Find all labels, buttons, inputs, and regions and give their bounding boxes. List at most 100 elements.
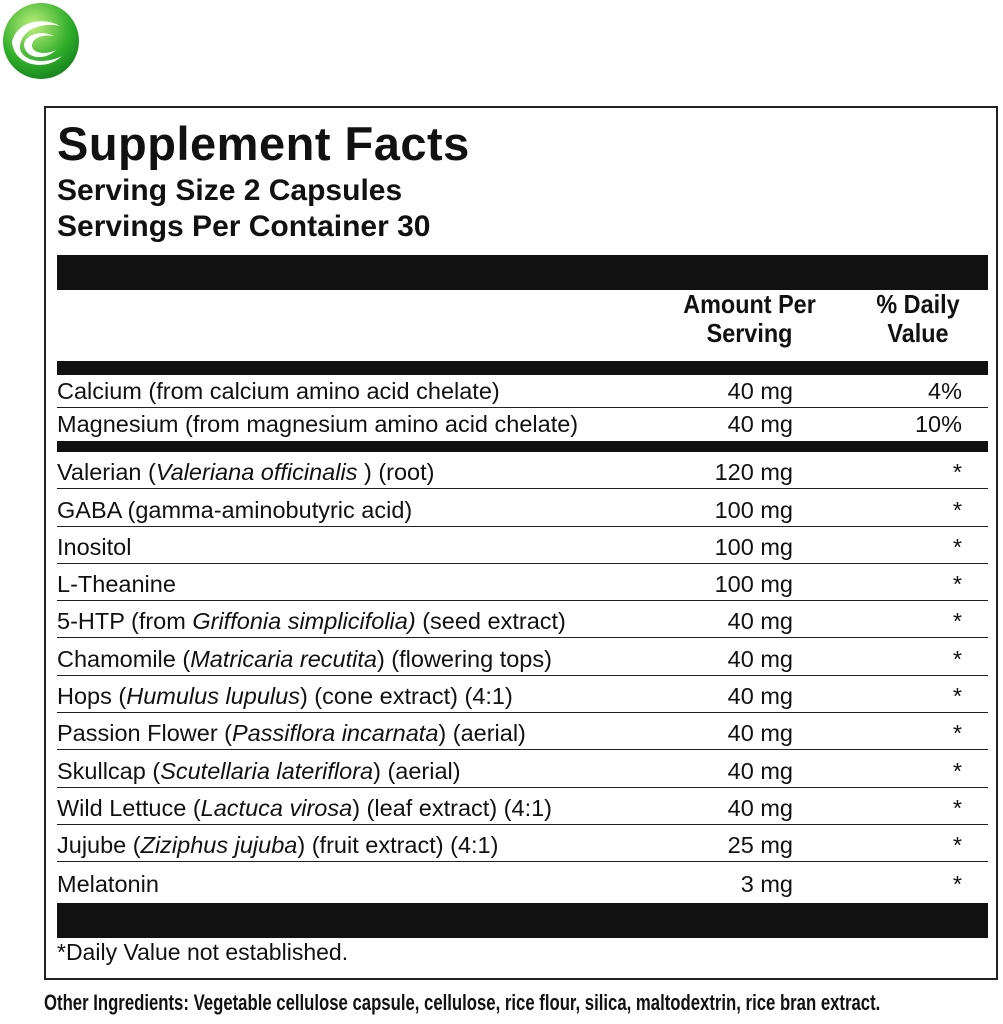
footnote: *Daily Value not established. [57,938,349,965]
nutrient-name: Calcium (from calcium amino acid chelate… [57,378,500,405]
nutrient-name: 5-HTP (from Griffonia simplicifolia) (se… [57,608,566,635]
daily-value: * [952,608,962,635]
daily-value: * [952,533,962,560]
nutrient-name: Inositol [57,534,131,561]
name-part: Ziziphus jujuba [140,832,298,859]
name-part: Wild Lettuce ( [57,794,201,821]
name-part: 5-HTP (from [57,608,193,635]
amount: 120 mg [714,459,793,486]
serving-size: Serving Size 2 Capsules [57,174,403,207]
name-part: Lactuca virosa [200,794,353,821]
nutrient-name: Chamomile (Matricaria recutita) (floweri… [57,646,552,673]
name-part: ) (aerial) [438,720,526,747]
nutrient-name: Melatonin [57,871,159,898]
daily-value: * [952,683,962,710]
nutrient-row: Hops (Humulus lupulus) (cone extract) (4… [57,676,988,714]
daily-value-header: % Daily Value [876,289,960,348]
amount: 25 mg [727,832,793,859]
other-ingredients-label: Other Ingredients: [44,990,189,1015]
nutrient-name: Skullcap (Scutellaria lateriflora) (aeri… [57,758,461,785]
name-part: ) (fruit extract) (4:1) [297,832,499,859]
other-ingredients-text: Vegetable cellulose capsule, cellulose, … [193,990,881,1015]
name-part: Hops ( [57,683,127,710]
nutrient-name: Magnesium (from magnesium amino acid che… [57,411,578,438]
nutrient-name: Jujube (Ziziphus jujuba) (fruit extract)… [57,832,498,859]
name-part: Skullcap ( [57,757,161,784]
amount-header: Amount Per Serving [683,289,816,348]
servings-per-container: Servings Per Container 30 [57,210,431,243]
nutrient-row: Wild Lettuce (Lactuca virosa) (leaf extr… [57,788,988,825]
amount: 40 mg [727,378,793,404]
divider-bar [57,361,988,375]
name-part: Passion Flower ( [57,720,232,747]
amount: 40 mg [727,794,793,821]
name-part: Valeriana officinalis [155,459,358,486]
name-part: Scutellaria lateriflora [160,757,374,784]
nutrient-name: Wild Lettuce (Lactuca virosa) (leaf extr… [57,795,552,822]
name-part: Griffonia simplicifolia) [192,608,416,635]
logo [3,3,79,79]
amount: 40 mg [727,608,793,635]
daily-value: 4% [928,378,962,404]
nutrient-row: 5-HTP (from Griffonia simplicifolia) (se… [57,601,988,639]
name-part: ) (cone extract) (4:1) [299,683,513,710]
amount: 100 mg [714,571,793,598]
amount: 100 mg [714,496,793,523]
nutrient-row: Valerian (Valeriana officinalis ) (root)… [57,452,988,490]
other-ingredients-line: Other Ingredients: Vegetable cellulose c… [44,990,880,1016]
name-part: Valerian ( [57,459,156,486]
name-part: ) (leaf extract) (4:1) [352,794,552,821]
name-part: Calcium (from calcium amino acid chelate… [57,378,500,404]
name-part: ) (aerial) [373,757,461,784]
nutrient-row: Passion Flower (Passiflora incarnata) (a… [57,713,988,751]
divider-bar [57,441,988,452]
nutrient-row: Magnesium (from magnesium amino acid che… [57,408,988,440]
name-part: Jujube ( [57,832,141,859]
daily-value: * [952,870,962,897]
nutrient-name: GABA (gamma-aminobutyric acid) [57,497,412,524]
name-part: (seed extract) [415,608,566,635]
name-part: ) (flowering tops) [376,645,552,672]
amount: 40 mg [727,683,793,710]
daily-value: * [952,571,962,598]
name-part: Magnesium (from magnesium amino acid che… [57,411,579,437]
amount: 40 mg [727,720,793,747]
nutrient-row: GABA (gamma-aminobutyric acid) 100 mg * [57,489,988,527]
nutrient-row: Chamomile (Matricaria recutita) (floweri… [57,639,988,676]
nutrient-row: Inositol 100 mg * [57,527,988,564]
nutrient-row: Skullcap (Scutellaria lateriflora) (aeri… [57,750,988,788]
daily-value: * [952,459,962,486]
nutrient-name: Hops (Humulus lupulus) (cone extract) (4… [57,683,513,710]
amount: 100 mg [714,533,793,560]
daily-value: * [952,645,962,672]
nutrient-row: Calcium (from calcium amino acid chelate… [57,376,988,408]
daily-value: * [952,496,962,523]
amount: 40 mg [727,645,793,672]
name-part: Inositol [57,533,132,560]
nutrient-name: L-Theanine [57,571,176,598]
daily-value: * [952,832,962,859]
amount: 40 mg [727,411,793,437]
name-part: Chamomile ( [57,645,191,672]
nutrient-row: Jujube (Ziziphus jujuba) (fruit extract)… [57,825,988,863]
divider-bar [57,255,988,290]
amount: 40 mg [727,757,793,784]
name-part: GABA (gamma-aminobutyric acid) [57,496,413,523]
name-part: Passiflora incarnata [232,720,439,747]
amount: 3 mg [740,870,793,897]
name-part: ) (root) [357,459,435,486]
name-part: Melatonin [57,870,159,897]
other-ingredients: Other Ingredients: Vegetable cellulose c… [44,990,1003,1016]
name-part: Humulus lupulus [126,683,300,710]
daily-value: * [952,794,962,821]
divider-bar [57,902,988,938]
daily-value: * [952,720,962,747]
nutrient-row: L-Theanine 100 mg * [57,564,988,602]
daily-value: 10% [914,411,962,437]
nutrient-name: Valerian (Valeriana officinalis ) (root) [57,459,434,486]
nutrient-name: Passion Flower (Passiflora incarnata) (a… [57,720,526,747]
facts-box [44,106,998,980]
name-part: L-Theanine [57,571,176,598]
daily-value: * [952,757,962,784]
name-part: Matricaria recutita [190,645,377,672]
